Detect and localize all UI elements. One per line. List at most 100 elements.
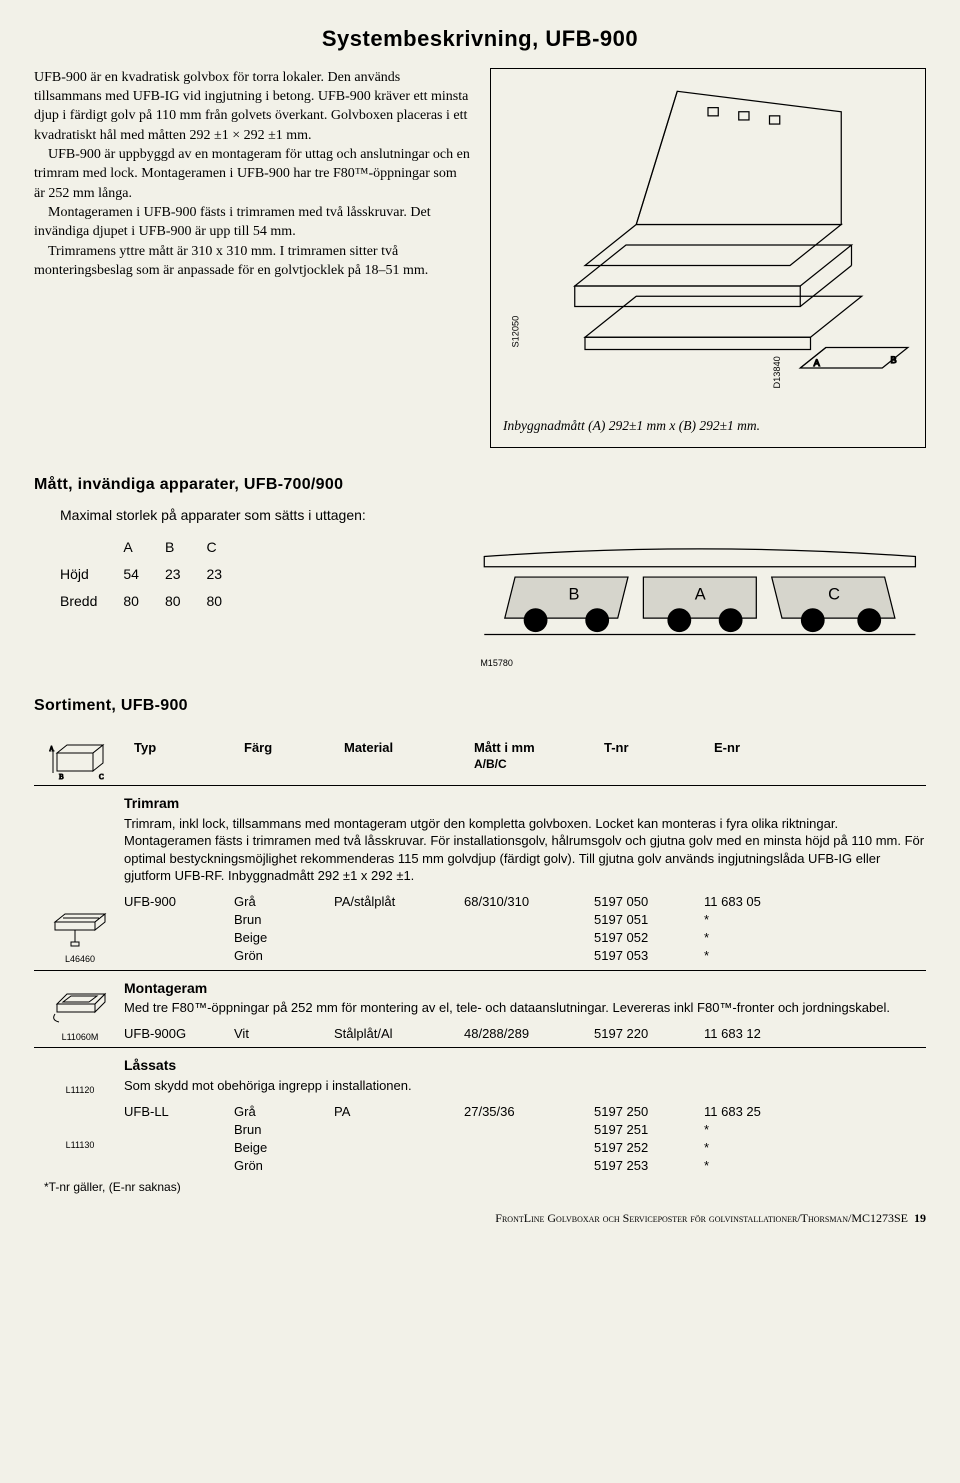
- matt-cell: 54: [123, 561, 165, 588]
- cell-matt: 27/35/36: [464, 1103, 594, 1121]
- section-title: Montageram: [124, 979, 926, 998]
- cell-matt: [464, 1121, 594, 1139]
- profile-diagram-icon: B A C: [474, 536, 926, 649]
- cell-farg: Grön: [234, 947, 334, 965]
- cell-typ: [124, 911, 234, 929]
- cell-enr: *: [704, 929, 794, 947]
- cell-farg: Brun: [234, 1121, 334, 1139]
- section-desc: Trimram, inkl lock, tillsammans med mont…: [124, 815, 926, 885]
- cell-matt: 68/310/310: [464, 893, 594, 911]
- table-row: UFB-900GråPA/stålplåt68/310/3105197 0501…: [124, 893, 926, 911]
- cell-typ: [124, 929, 234, 947]
- cell-tnr: 5197 051: [594, 911, 704, 929]
- cell-typ: UFB-LL: [124, 1103, 234, 1121]
- table-row: UFB-LLGråPA27/35/365197 25011 683 25: [124, 1103, 926, 1121]
- icon-code: L11120: [66, 1084, 95, 1096]
- page-title: Systembeskrivning, UFB-900: [34, 24, 926, 54]
- body-p2: UFB-900 är uppbyggd av en montageram för…: [34, 145, 470, 203]
- sortiment-heading: Sortiment, UFB-900: [34, 695, 926, 717]
- cell-material: PA/stålplåt: [334, 893, 464, 911]
- col-material: Material: [344, 739, 474, 777]
- svg-text:C: C: [99, 773, 104, 781]
- montageram-icon: [49, 986, 111, 1028]
- cell-farg: Grå: [234, 893, 334, 911]
- cell-tnr: 5197 251: [594, 1121, 704, 1139]
- cell-enr: *: [704, 947, 794, 965]
- cell-enr: *: [704, 1157, 794, 1175]
- footnote: *T-nr gäller, (E-nr saknas): [34, 1179, 926, 1195]
- cell-matt: [464, 947, 594, 965]
- cell-typ: [124, 947, 234, 965]
- matt-cell: 80: [123, 588, 165, 615]
- trimram-icon: [49, 908, 111, 950]
- cell-material: [334, 1121, 464, 1139]
- cell-typ: UFB-900: [124, 893, 234, 911]
- cell-farg: Vit: [234, 1025, 334, 1043]
- table-row: Grön 5197 053*: [124, 947, 926, 965]
- svg-text:B: B: [890, 355, 896, 365]
- cell-matt: [464, 1139, 594, 1157]
- body-p1: UFB-900 är en kvadratisk golvbox för tor…: [34, 68, 470, 145]
- table-row: Beige 5197 252*: [124, 1139, 926, 1157]
- cell-enr: 11 683 25: [704, 1103, 794, 1121]
- cell-enr: 11 683 05: [704, 893, 794, 911]
- matt-heading: Mått, invändiga apparater, UFB-700/900: [34, 474, 926, 496]
- cell-tnr: 5197 052: [594, 929, 704, 947]
- cell-tnr: 5197 220: [594, 1025, 704, 1043]
- cell-typ: [124, 1157, 234, 1175]
- col-typ: Typ: [134, 739, 244, 777]
- cell-farg: Beige: [234, 1139, 334, 1157]
- matt-table: A B C Höjd 54 23 23 Bredd 80 80 80: [60, 534, 248, 615]
- cell-material: PA: [334, 1103, 464, 1121]
- section-desc: Som skydd mot obehöriga ingrepp i instal…: [124, 1077, 926, 1095]
- cell-material: [334, 1157, 464, 1175]
- body-text: UFB-900 är en kvadratisk golvbox för tor…: [34, 68, 470, 448]
- body-p3: Montageramen i UFB-900 fästs i trimramen…: [34, 203, 470, 242]
- box-icon: A B C: [49, 739, 111, 781]
- table-row: Beige 5197 052*: [124, 929, 926, 947]
- table-row: Brun 5197 051*: [124, 911, 926, 929]
- matt-cell: 80: [207, 588, 249, 615]
- cell-matt: [464, 1157, 594, 1175]
- table-row: Brun 5197 251*: [124, 1121, 926, 1139]
- cell-typ: [124, 1121, 234, 1139]
- col-tnr: T-nr: [604, 739, 714, 777]
- matt-cell: 23: [165, 561, 207, 588]
- cell-farg: Beige: [234, 929, 334, 947]
- cell-enr: 11 683 12: [704, 1025, 794, 1043]
- icon-code: L46460: [65, 953, 95, 965]
- matt-row-label: Höjd: [60, 561, 123, 588]
- matt-col-c: C: [207, 534, 249, 561]
- svg-text:B: B: [59, 773, 64, 781]
- cell-material: [334, 929, 464, 947]
- cell-tnr: 5197 053: [594, 947, 704, 965]
- diagram-label-a: A: [695, 585, 706, 603]
- cell-tnr: 5197 250: [594, 1103, 704, 1121]
- diagram-code: M15780: [480, 657, 926, 669]
- cell-enr: *: [704, 1139, 794, 1157]
- matt-cell: 80: [165, 588, 207, 615]
- cell-material: [334, 911, 464, 929]
- cell-enr: *: [704, 1121, 794, 1139]
- diagram-label-b: B: [569, 585, 580, 603]
- cell-matt: [464, 911, 594, 929]
- table-row: Grön5197 253*: [124, 1157, 926, 1175]
- cell-farg: Brun: [234, 911, 334, 929]
- figure-caption: Inbyggnadmått (A) 292±1 mm x (B) 292±1 m…: [503, 417, 760, 435]
- matt-row-label: Bredd: [60, 588, 123, 615]
- matt-col-a: A: [123, 534, 165, 561]
- cell-enr: *: [704, 911, 794, 929]
- cell-material: Stålplåt/Al: [334, 1025, 464, 1043]
- body-p4: Trimramens yttre mått är 310 x 310 mm. I…: [34, 242, 470, 281]
- figure-box: A B S12050 D13840 Inbyggnadmått (A) 292±…: [490, 68, 926, 448]
- page-footer: FrontLine Golvboxar och Serviceposter fö…: [34, 1210, 926, 1226]
- matt-col-b: B: [165, 534, 207, 561]
- col-matt: Mått i mm A/B/C: [474, 739, 604, 777]
- col-farg: Färg: [244, 739, 344, 777]
- col-enr: E-nr: [714, 739, 804, 777]
- cell-farg: Grå: [234, 1103, 334, 1121]
- cell-tnr: 5197 252: [594, 1139, 704, 1157]
- figure-code-1: S12050: [510, 315, 520, 347]
- cell-tnr: 5197 050: [594, 893, 704, 911]
- icon-code: L11060M: [62, 1031, 99, 1043]
